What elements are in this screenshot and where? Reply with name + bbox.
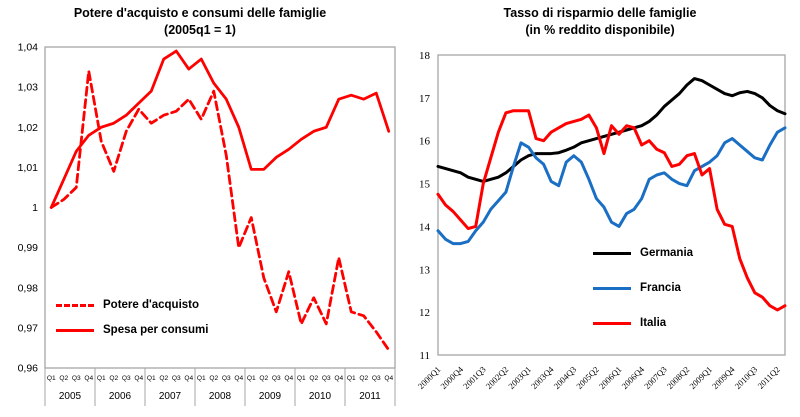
svg-text:1,01: 1,01 bbox=[18, 162, 39, 174]
right-chart-legend: Germania Francia Italia bbox=[593, 247, 693, 338]
svg-text:Q2: Q2 bbox=[159, 375, 168, 382]
svg-text:1,02: 1,02 bbox=[18, 122, 39, 134]
svg-text:Q3: Q3 bbox=[122, 375, 131, 382]
right-chart-plot: 18 17 16 15 14 13 12 11 2000Q12000Q42001Q32002Q2… bbox=[416, 50, 787, 391]
svg-text:Q1: Q1 bbox=[297, 375, 306, 382]
svg-text:2010: 2010 bbox=[309, 391, 332, 402]
svg-text:Q2: Q2 bbox=[209, 375, 218, 382]
svg-text:2003Q4: 2003Q4 bbox=[529, 364, 556, 391]
solid-line-swatch bbox=[56, 328, 94, 332]
svg-text:Q2: Q2 bbox=[259, 375, 268, 382]
svg-text:13: 13 bbox=[419, 264, 431, 276]
svg-text:2004Q3: 2004Q3 bbox=[552, 364, 579, 391]
svg-text:Q1: Q1 bbox=[47, 375, 56, 382]
svg-text:Q1: Q1 bbox=[97, 375, 106, 382]
svg-text:0,99: 0,99 bbox=[18, 242, 39, 254]
svg-text:2006: 2006 bbox=[109, 391, 132, 402]
svg-text:2000Q4: 2000Q4 bbox=[438, 364, 465, 391]
dashed-line-swatch bbox=[56, 303, 94, 307]
svg-text:Q3: Q3 bbox=[72, 375, 81, 382]
svg-text:2003Q1: 2003Q1 bbox=[506, 364, 533, 391]
svg-text:2006Q4: 2006Q4 bbox=[619, 364, 646, 391]
svg-text:15: 15 bbox=[419, 179, 431, 191]
svg-text:Q1: Q1 bbox=[247, 375, 256, 382]
svg-text:2006Q1: 2006Q1 bbox=[597, 364, 624, 391]
blue-line-swatch bbox=[593, 286, 631, 290]
svg-text:Q4: Q4 bbox=[134, 375, 143, 382]
svg-text:0,98: 0,98 bbox=[18, 282, 39, 294]
svg-text:Q2: Q2 bbox=[309, 375, 318, 382]
svg-text:Q1: Q1 bbox=[197, 375, 206, 382]
svg-text:Q2: Q2 bbox=[59, 375, 68, 382]
black-line-swatch bbox=[593, 251, 631, 255]
legend-item-francia: Francia bbox=[593, 282, 693, 294]
legend-item-germania: Germania bbox=[593, 247, 693, 259]
svg-text:1,03: 1,03 bbox=[18, 82, 39, 94]
red-line-swatch bbox=[593, 321, 631, 325]
svg-text:2009: 2009 bbox=[259, 391, 282, 402]
svg-text:Q3: Q3 bbox=[222, 375, 231, 382]
svg-text:2008Q2: 2008Q2 bbox=[665, 364, 692, 391]
svg-text:Q2: Q2 bbox=[109, 375, 118, 382]
svg-text:1,04: 1,04 bbox=[18, 42, 39, 54]
svg-text:Q2: Q2 bbox=[359, 375, 368, 382]
svg-text:18: 18 bbox=[419, 50, 431, 62]
svg-text:2011Q2: 2011Q2 bbox=[755, 364, 781, 390]
legend-item-italia: Italia bbox=[593, 317, 693, 329]
svg-text:Q3: Q3 bbox=[322, 375, 331, 382]
svg-text:Q4: Q4 bbox=[334, 375, 343, 382]
svg-text:Q3: Q3 bbox=[272, 375, 281, 382]
legend-item-spesa-per-consumi: Spesa per consumi bbox=[56, 324, 208, 336]
legend-label: Francia bbox=[640, 282, 681, 294]
svg-text:Q4: Q4 bbox=[234, 375, 243, 382]
svg-text:17: 17 bbox=[419, 93, 431, 105]
svg-text:2000Q1: 2000Q1 bbox=[416, 364, 443, 391]
svg-text:2007: 2007 bbox=[159, 391, 182, 402]
svg-text:2007Q3: 2007Q3 bbox=[642, 364, 669, 391]
svg-text:Q4: Q4 bbox=[384, 375, 393, 382]
svg-text:2009Q1: 2009Q1 bbox=[687, 364, 714, 391]
left-chart-panel: 1,04 1,03 1,02 1,01 1 0,99 0,98 0,97 0,96 Q1 Q2 Q3 Q… bbox=[18, 6, 396, 406]
svg-text:Q4: Q4 bbox=[84, 375, 93, 382]
legend-label: Spesa per consumi bbox=[103, 324, 209, 336]
svg-text:2010Q3: 2010Q3 bbox=[733, 364, 760, 391]
svg-text:2008: 2008 bbox=[209, 391, 232, 402]
svg-text:Q4: Q4 bbox=[284, 375, 293, 382]
legend-label: Germania bbox=[640, 247, 694, 259]
svg-text:14: 14 bbox=[419, 221, 431, 233]
svg-text:Q4: Q4 bbox=[184, 375, 193, 382]
svg-text:2005Q2: 2005Q2 bbox=[574, 364, 601, 391]
legend-item-potere-dacquisto: Potere d'acquisto bbox=[56, 299, 208, 311]
right-chart-panel: 18 17 16 15 14 13 12 11 2000Q1 2000Q4 2001Q3 2002Q2… bbox=[400, 0, 800, 417]
svg-text:Q1: Q1 bbox=[147, 375, 156, 382]
svg-text:0,97: 0,97 bbox=[18, 322, 39, 334]
svg-text:12: 12 bbox=[419, 307, 430, 319]
svg-text:2011: 2011 bbox=[359, 391, 381, 402]
svg-text:0,96: 0,96 bbox=[18, 363, 39, 375]
svg-text:16: 16 bbox=[419, 136, 431, 148]
svg-text:2001Q3: 2001Q3 bbox=[461, 364, 488, 391]
svg-text:Q3: Q3 bbox=[372, 375, 381, 382]
svg-text:2002Q2: 2002Q2 bbox=[484, 364, 511, 391]
svg-text:2005: 2005 bbox=[59, 391, 82, 402]
legend-label: Italia bbox=[640, 317, 667, 329]
svg-text:Q3: Q3 bbox=[172, 375, 181, 382]
svg-text:1: 1 bbox=[32, 202, 38, 214]
left-chart-legend: Potere d'acquisto Spesa per consumi bbox=[56, 299, 208, 349]
legend-label: Potere d'acquisto bbox=[103, 299, 200, 311]
svg-text:2009Q4: 2009Q4 bbox=[710, 364, 737, 391]
svg-text:Q1: Q1 bbox=[347, 375, 356, 382]
svg-text:11: 11 bbox=[419, 350, 430, 362]
